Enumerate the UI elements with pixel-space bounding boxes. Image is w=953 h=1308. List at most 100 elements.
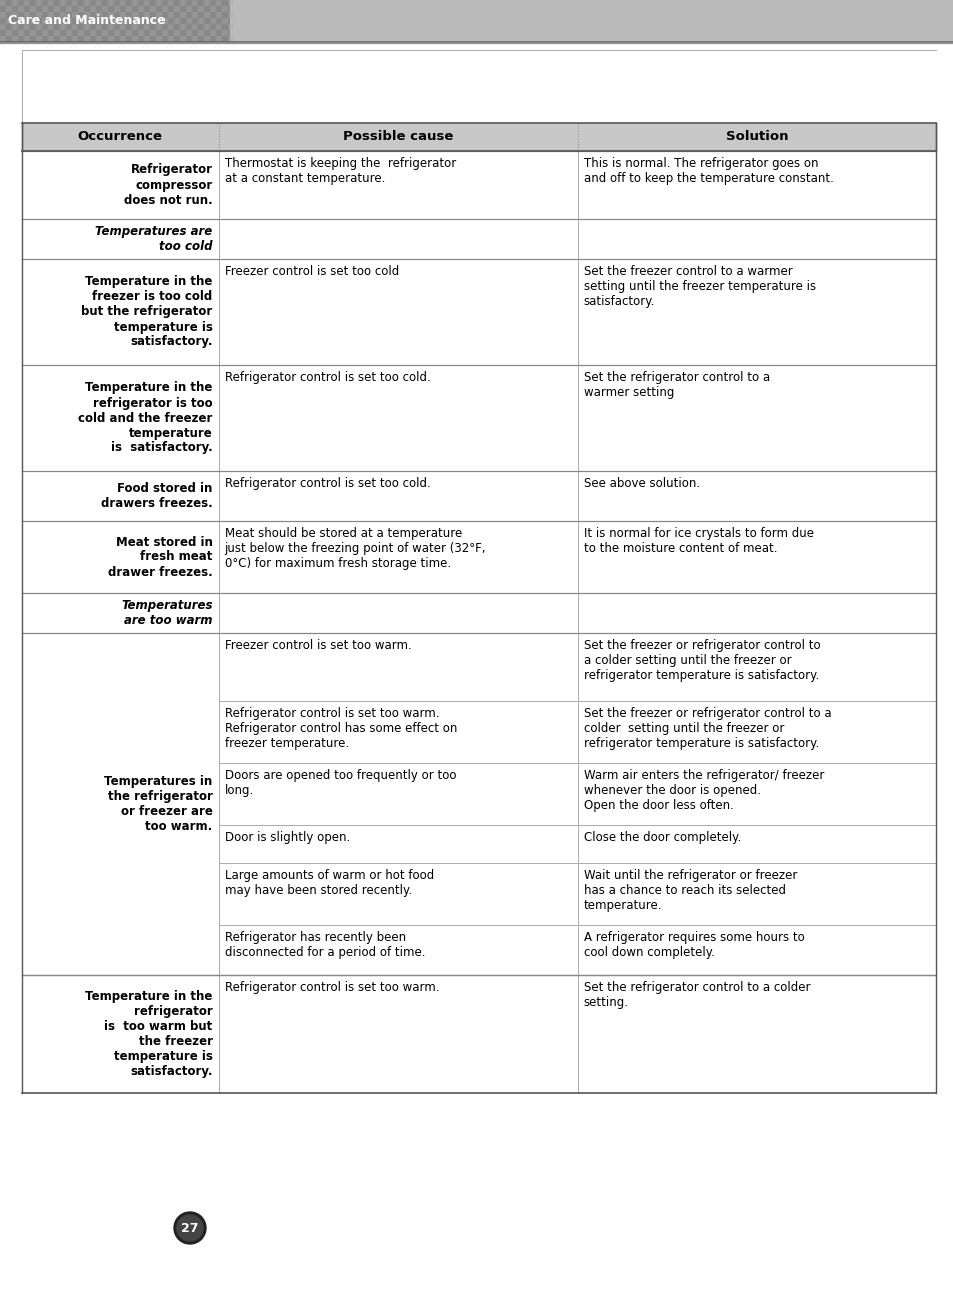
Bar: [113, 7, 120, 12]
Text: Temperature in the
freezer is too cold
but the refrigerator
temperature is
satis: Temperature in the freezer is too cold b…: [81, 276, 213, 348]
Bar: [108, 37, 113, 42]
Bar: [0, 37, 6, 42]
Bar: [108, 0, 113, 7]
Bar: [6, 18, 12, 24]
Bar: [48, 0, 54, 7]
Bar: [42, 7, 48, 12]
Bar: [0, 0, 953, 42]
Bar: [150, 7, 156, 12]
Bar: [126, 7, 132, 12]
Bar: [144, 24, 150, 30]
Bar: [198, 18, 204, 24]
Bar: [204, 24, 210, 30]
Bar: [24, 37, 30, 42]
Bar: [204, 37, 210, 42]
Circle shape: [173, 1213, 206, 1244]
Bar: [144, 0, 150, 7]
Bar: [120, 0, 126, 7]
Bar: [12, 37, 18, 42]
Text: Food stored in
drawers freezes.: Food stored in drawers freezes.: [101, 483, 213, 510]
Bar: [71, 37, 78, 42]
Bar: [168, 0, 173, 7]
Bar: [36, 0, 42, 7]
Text: Occurrence: Occurrence: [78, 131, 163, 144]
Text: Doors are opened too frequently or too
long.: Doors are opened too frequently or too l…: [224, 769, 456, 797]
Bar: [96, 12, 102, 18]
Bar: [90, 7, 96, 12]
Bar: [228, 12, 233, 18]
Bar: [198, 30, 204, 37]
Bar: [222, 30, 228, 37]
Bar: [36, 12, 42, 18]
Text: 27: 27: [181, 1222, 198, 1235]
Bar: [102, 30, 108, 37]
Bar: [180, 24, 186, 30]
Bar: [215, 12, 222, 18]
Text: Temperatures
are too warm: Temperatures are too warm: [121, 599, 213, 627]
Bar: [132, 0, 138, 7]
Text: See above solution.: See above solution.: [583, 477, 700, 490]
Text: It is normal for ice crystals to form due
to the moisture content of meat.: It is normal for ice crystals to form du…: [583, 527, 813, 555]
Bar: [228, 24, 233, 30]
Bar: [132, 24, 138, 30]
Bar: [228, 37, 233, 42]
Text: Close the door completely.: Close the door completely.: [583, 831, 740, 844]
Bar: [144, 12, 150, 18]
Bar: [90, 18, 96, 24]
Bar: [12, 12, 18, 18]
Text: Temperatures are
too cold: Temperatures are too cold: [95, 225, 213, 252]
Text: Thermostat is keeping the  refrigerator
at a constant temperature.: Thermostat is keeping the refrigerator a…: [224, 157, 456, 184]
Bar: [186, 18, 192, 24]
Bar: [168, 12, 173, 18]
Bar: [156, 0, 162, 7]
Bar: [78, 7, 84, 12]
Bar: [204, 0, 210, 7]
Bar: [30, 18, 36, 24]
Text: Refrigerator
compressor
does not run.: Refrigerator compressor does not run.: [124, 164, 213, 207]
Bar: [54, 18, 60, 24]
Bar: [36, 37, 42, 42]
Bar: [186, 7, 192, 12]
Bar: [168, 37, 173, 42]
Bar: [42, 30, 48, 37]
Bar: [6, 30, 12, 37]
Text: Set the refrigerator control to a
warmer setting: Set the refrigerator control to a warmer…: [583, 371, 769, 399]
Bar: [138, 30, 144, 37]
Bar: [192, 37, 198, 42]
Bar: [84, 24, 90, 30]
Bar: [42, 18, 48, 24]
Bar: [150, 30, 156, 37]
Bar: [173, 30, 180, 37]
Bar: [210, 7, 215, 12]
Bar: [156, 12, 162, 18]
Bar: [102, 7, 108, 12]
Bar: [24, 0, 30, 7]
Text: Refrigerator control is set too cold.: Refrigerator control is set too cold.: [224, 477, 430, 490]
Bar: [71, 12, 78, 18]
Bar: [96, 24, 102, 30]
Bar: [66, 7, 71, 12]
Bar: [138, 7, 144, 12]
Bar: [96, 37, 102, 42]
Text: Refrigerator has recently been
disconnected for a period of time.: Refrigerator has recently been disconnec…: [224, 931, 425, 959]
Bar: [126, 30, 132, 37]
Bar: [108, 24, 113, 30]
Bar: [186, 30, 192, 37]
Bar: [204, 12, 210, 18]
Bar: [138, 18, 144, 24]
Bar: [24, 12, 30, 18]
Bar: [18, 7, 24, 12]
Text: A refrigerator requires some hours to
cool down completely.: A refrigerator requires some hours to co…: [583, 931, 803, 959]
Bar: [36, 24, 42, 30]
Text: Meat should be stored at a temperature
just below the freezing point of water (3: Meat should be stored at a temperature j…: [224, 527, 485, 570]
Text: Large amounts of warm or hot food
may have been stored recently.: Large amounts of warm or hot food may ha…: [224, 869, 434, 897]
Bar: [102, 18, 108, 24]
Bar: [71, 24, 78, 30]
Bar: [144, 37, 150, 42]
Bar: [48, 24, 54, 30]
Bar: [173, 7, 180, 12]
Bar: [48, 37, 54, 42]
Text: Warm air enters the refrigerator/ freezer
whenever the door is opened.
Open the : Warm air enters the refrigerator/ freeze…: [583, 769, 823, 812]
Bar: [222, 7, 228, 12]
Bar: [126, 18, 132, 24]
